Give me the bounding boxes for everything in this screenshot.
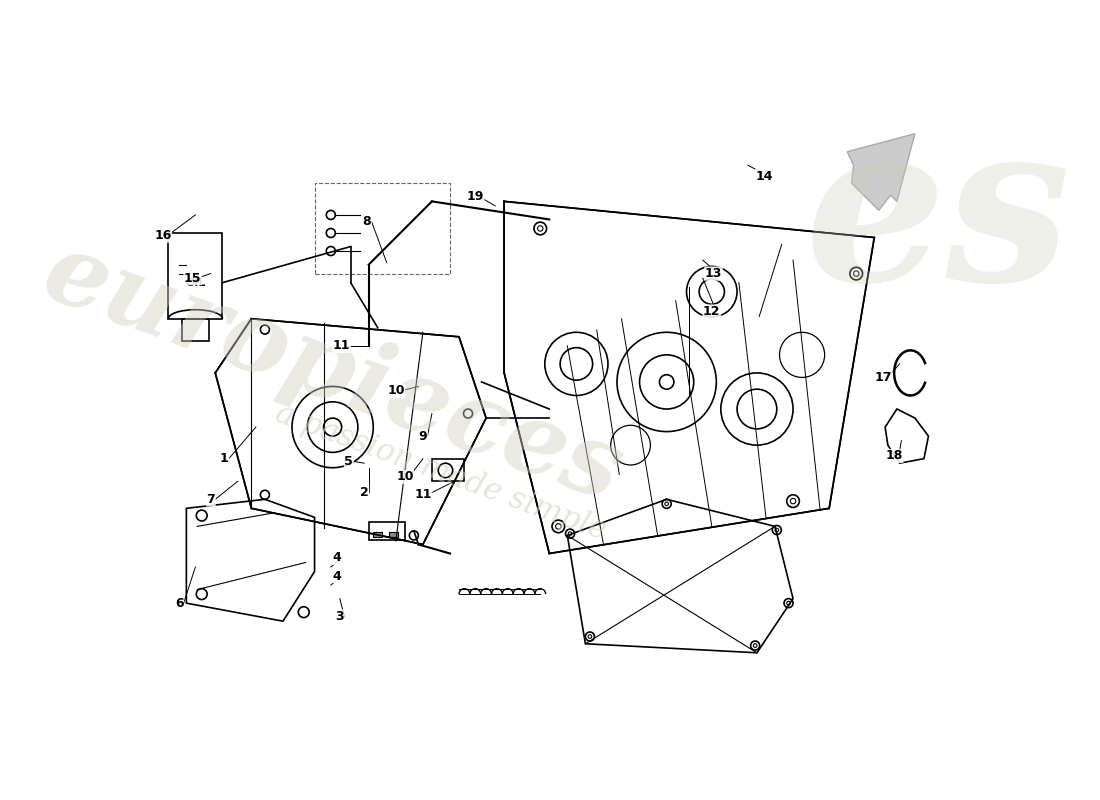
Text: 3: 3 — [336, 610, 344, 623]
Text: 4: 4 — [333, 570, 341, 582]
Text: a passion made simple: a passion made simple — [272, 398, 610, 546]
Text: 9: 9 — [419, 430, 427, 442]
Bar — [368, 522, 405, 540]
Text: 10: 10 — [396, 470, 414, 483]
Text: 11: 11 — [333, 339, 351, 352]
Text: 4: 4 — [333, 551, 341, 565]
Text: 11: 11 — [414, 488, 431, 502]
Bar — [373, 532, 383, 538]
Bar — [432, 458, 463, 482]
Text: europieces: europieces — [31, 224, 635, 522]
Text: 19: 19 — [466, 190, 484, 203]
Text: 8: 8 — [363, 214, 371, 228]
Text: 13: 13 — [705, 267, 723, 280]
Bar — [168, 233, 222, 318]
Text: 12: 12 — [703, 305, 720, 318]
Text: 7: 7 — [207, 493, 216, 506]
Text: es: es — [804, 111, 1070, 328]
Polygon shape — [847, 134, 915, 210]
Text: 18: 18 — [886, 450, 903, 462]
Text: 17: 17 — [874, 371, 892, 384]
Text: 6: 6 — [175, 597, 184, 610]
Text: 2: 2 — [360, 486, 368, 498]
Text: 16: 16 — [154, 229, 172, 242]
Text: 14: 14 — [756, 170, 773, 182]
Text: 15: 15 — [184, 272, 201, 285]
Text: 10: 10 — [387, 385, 405, 398]
Text: 5: 5 — [344, 455, 353, 468]
Bar — [388, 532, 397, 538]
Bar — [182, 318, 209, 342]
Bar — [315, 183, 450, 274]
Text: 1: 1 — [220, 452, 229, 465]
Text: OIL: OIL — [185, 278, 206, 288]
